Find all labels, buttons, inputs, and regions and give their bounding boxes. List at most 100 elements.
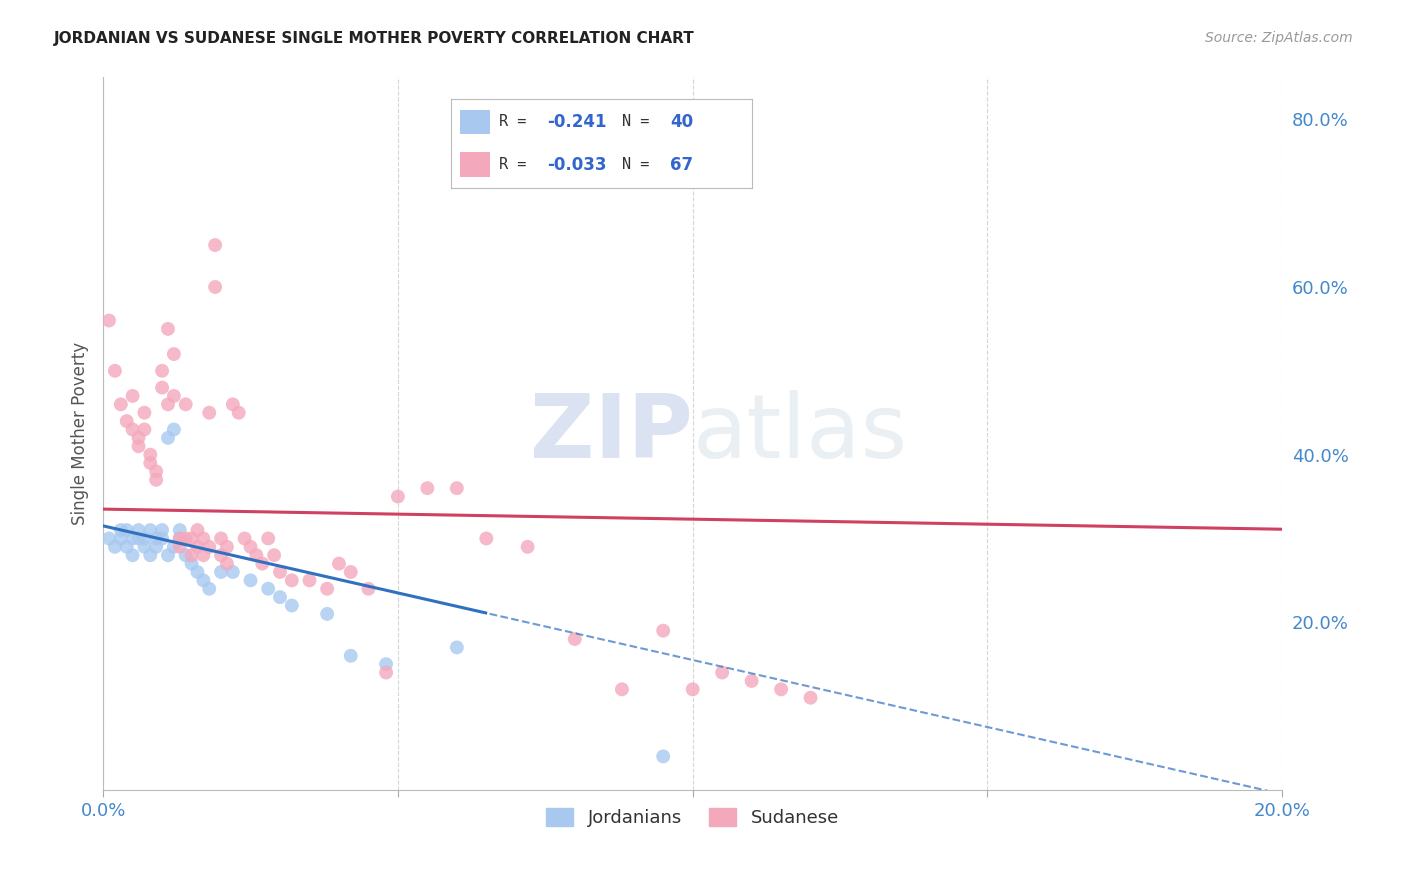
- Point: [263, 548, 285, 562]
- Point: [128, 439, 150, 453]
- Point: [110, 532, 132, 546]
- Point: [186, 523, 208, 537]
- Point: [163, 347, 186, 361]
- Point: [134, 406, 156, 420]
- Point: [169, 540, 191, 554]
- Point: [475, 532, 498, 546]
- Point: [98, 532, 121, 546]
- Point: [121, 389, 143, 403]
- Point: [163, 422, 186, 436]
- Point: [682, 682, 704, 697]
- Point: [174, 397, 197, 411]
- Point: [375, 665, 398, 680]
- Point: [209, 532, 232, 546]
- Point: [204, 280, 226, 294]
- Point: [198, 582, 221, 596]
- Point: [115, 540, 138, 554]
- Point: [104, 364, 127, 378]
- Point: [375, 657, 398, 672]
- Point: [145, 540, 167, 554]
- Point: [257, 532, 280, 546]
- Point: [298, 574, 321, 588]
- Point: [193, 532, 215, 546]
- Point: [198, 406, 221, 420]
- Point: [228, 406, 250, 420]
- Point: [186, 540, 208, 554]
- Point: [193, 574, 215, 588]
- Point: [741, 673, 763, 688]
- Point: [163, 540, 186, 554]
- Point: [239, 574, 262, 588]
- Point: [169, 532, 191, 546]
- Point: [139, 523, 162, 537]
- Point: [128, 523, 150, 537]
- Point: [180, 557, 202, 571]
- Point: [239, 540, 262, 554]
- Point: [180, 532, 202, 546]
- Point: [281, 599, 304, 613]
- Point: [115, 414, 138, 428]
- Point: [339, 648, 361, 663]
- Point: [245, 548, 267, 562]
- Point: [233, 532, 256, 546]
- Point: [269, 565, 291, 579]
- Point: [198, 540, 221, 554]
- Point: [169, 532, 191, 546]
- Point: [339, 565, 361, 579]
- Point: [387, 490, 409, 504]
- Point: [98, 313, 121, 327]
- Point: [215, 557, 238, 571]
- Point: [169, 523, 191, 537]
- Point: [134, 422, 156, 436]
- Y-axis label: Single Mother Poverty: Single Mother Poverty: [72, 343, 89, 525]
- Point: [145, 532, 167, 546]
- Point: [252, 557, 274, 571]
- Point: [770, 682, 793, 697]
- Point: [145, 473, 167, 487]
- Point: [139, 548, 162, 562]
- Point: [128, 532, 150, 546]
- Point: [215, 540, 238, 554]
- Point: [652, 624, 675, 638]
- Point: [610, 682, 633, 697]
- Point: [139, 448, 162, 462]
- Point: [516, 540, 538, 554]
- Point: [174, 548, 197, 562]
- Point: [222, 397, 245, 411]
- Point: [134, 540, 156, 554]
- Point: [357, 582, 380, 596]
- Point: [416, 481, 439, 495]
- Text: atlas: atlas: [693, 390, 908, 477]
- Point: [139, 456, 162, 470]
- Point: [134, 532, 156, 546]
- Point: [121, 548, 143, 562]
- Point: [180, 548, 202, 562]
- Text: Source: ZipAtlas.com: Source: ZipAtlas.com: [1205, 31, 1353, 45]
- Point: [328, 557, 350, 571]
- Point: [174, 532, 197, 546]
- Text: ZIP: ZIP: [530, 390, 693, 477]
- Point: [204, 238, 226, 252]
- Point: [209, 548, 232, 562]
- Point: [193, 548, 215, 562]
- Point: [316, 607, 339, 621]
- Point: [564, 632, 586, 646]
- Point: [128, 431, 150, 445]
- Point: [652, 749, 675, 764]
- Point: [156, 548, 179, 562]
- Point: [446, 481, 468, 495]
- Point: [163, 389, 186, 403]
- Point: [150, 532, 173, 546]
- Point: [156, 397, 179, 411]
- Point: [150, 364, 173, 378]
- Point: [115, 523, 138, 537]
- Point: [281, 574, 304, 588]
- Point: [145, 464, 167, 478]
- Point: [110, 397, 132, 411]
- Point: [150, 523, 173, 537]
- Point: [269, 590, 291, 604]
- Point: [121, 422, 143, 436]
- Point: [121, 532, 143, 546]
- Point: [222, 565, 245, 579]
- Point: [156, 431, 179, 445]
